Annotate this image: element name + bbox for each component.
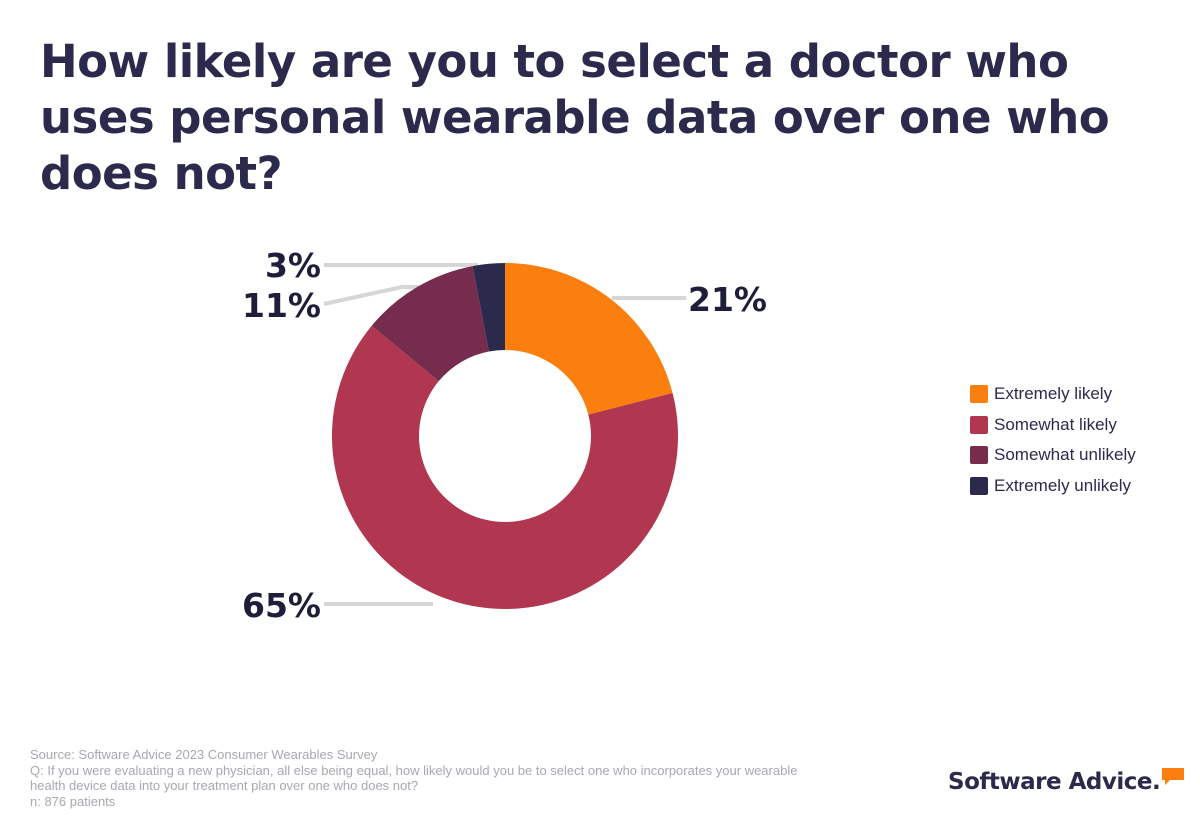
question-note-line-1: Q: If you were evaluating a new physicia… bbox=[30, 762, 798, 778]
legend-item: Extremely unlikely bbox=[970, 471, 1136, 502]
legend-label: Somewhat unlikely bbox=[994, 445, 1136, 465]
legend-item: Somewhat unlikely bbox=[970, 440, 1136, 471]
legend-swatch bbox=[970, 476, 988, 495]
legend: Extremely likely Somewhat likely Somewhat … bbox=[970, 379, 1136, 501]
question-note-line-2: health device data into your treatment p… bbox=[30, 778, 419, 793]
legend-label: Somewhat likely bbox=[994, 414, 1117, 434]
speech-bubble-icon bbox=[1162, 768, 1185, 785]
data-label: 11% bbox=[242, 286, 321, 325]
data-label: 65% bbox=[242, 586, 321, 625]
legend-item: Somewhat likely bbox=[970, 410, 1136, 441]
leader-line bbox=[323, 285, 420, 306]
data-label: 21% bbox=[688, 280, 767, 319]
legend-label: Extremely unlikely bbox=[994, 475, 1131, 495]
legend-label: Extremely likely bbox=[994, 384, 1113, 404]
slice-somewhat-unlikely bbox=[371, 266, 489, 382]
logo-text: Software Advice. bbox=[948, 769, 1161, 795]
slice-extremely-likely bbox=[505, 263, 673, 415]
source-note: Source: Software Advice 2023 Consumer We… bbox=[30, 747, 378, 762]
footer: Source: Software Advice 2023 Consumer We… bbox=[30, 747, 890, 809]
legend-swatch bbox=[970, 385, 988, 404]
data-label: 3% bbox=[265, 246, 321, 285]
legend-swatch bbox=[970, 415, 988, 434]
slice-extremely-unlikely bbox=[472, 263, 505, 352]
leader-lines bbox=[323, 263, 686, 606]
software-advice-logo: Software Advice. bbox=[948, 767, 1185, 797]
chart-title: How likely are you to select a doctor wh… bbox=[40, 35, 1110, 200]
slice-somewhat-likely bbox=[331, 325, 678, 609]
legend-swatch bbox=[970, 446, 988, 465]
legend-item: Extremely likely bbox=[970, 379, 1136, 410]
sample-size-note: n: 876 patients bbox=[30, 793, 116, 809]
